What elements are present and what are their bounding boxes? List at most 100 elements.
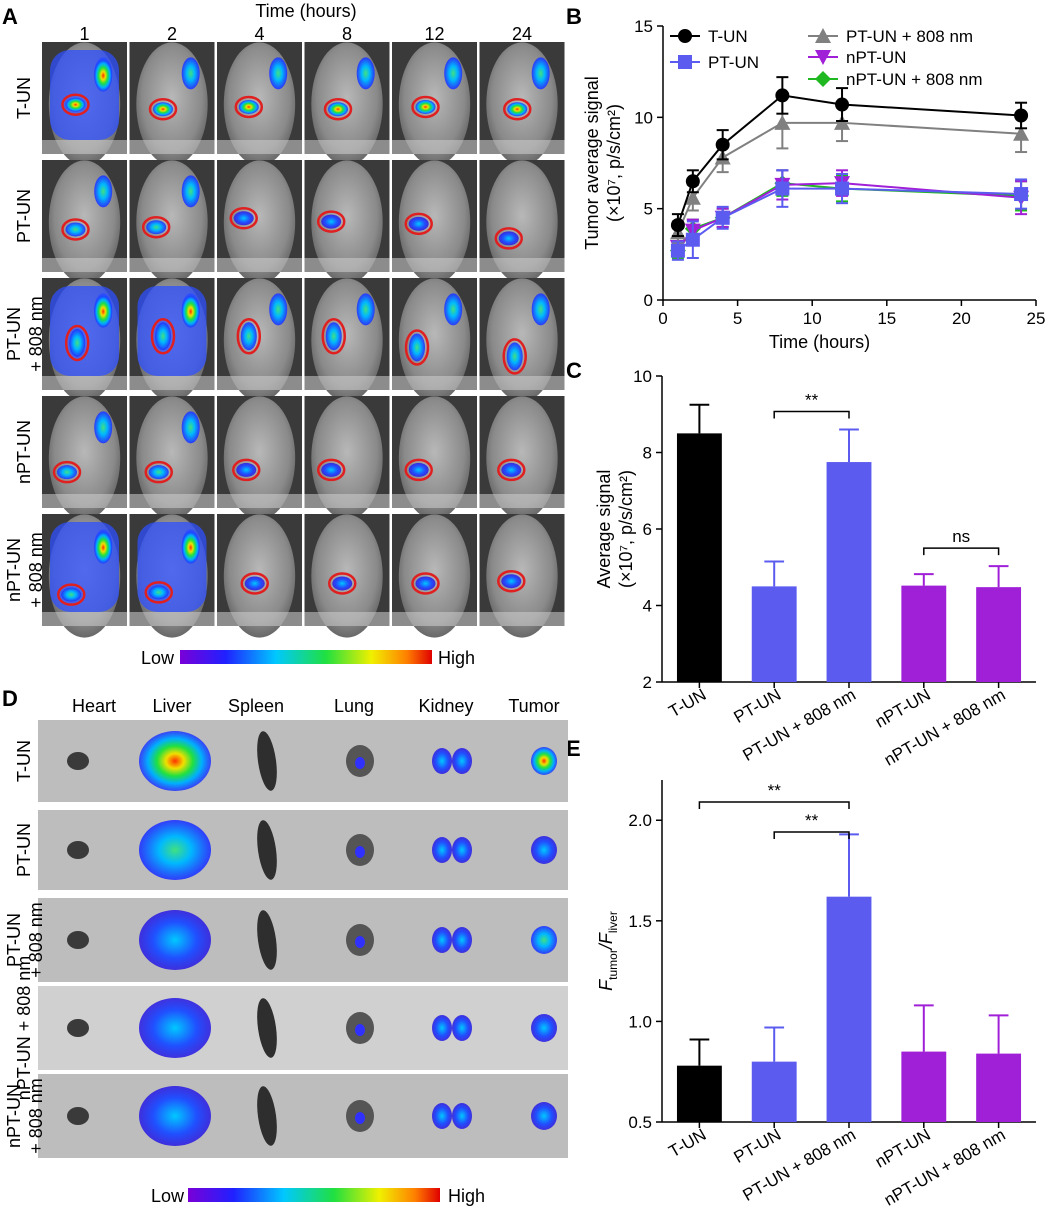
panel-d-organ-imaging: Heart Liver Spleen Lung Kidney Tumor T-UN PT-UN… bbox=[4, 696, 568, 1206]
time-label: 12 bbox=[424, 24, 444, 44]
signal-spot bbox=[531, 293, 550, 326]
organ-row-background bbox=[38, 986, 568, 1070]
x-tick-label: T-UN bbox=[666, 1125, 710, 1161]
tumor-signal bbox=[415, 99, 436, 114]
significance-bracket bbox=[773, 831, 850, 839]
tumor-roi-circle bbox=[144, 581, 173, 604]
legend-label: PT-UN bbox=[708, 53, 759, 72]
tumor-signal bbox=[498, 231, 519, 246]
tumor-roi-circle bbox=[141, 215, 171, 239]
mouse-body bbox=[311, 396, 383, 520]
significance-label: ns bbox=[952, 527, 970, 546]
organ-row bbox=[38, 986, 568, 1070]
bar bbox=[751, 1061, 797, 1122]
tumor-signal bbox=[236, 462, 257, 477]
significance-bracket bbox=[923, 547, 1000, 556]
significance-bracket bbox=[698, 801, 850, 809]
fur-band bbox=[304, 376, 390, 390]
x-tick-label: nPT-UN bbox=[872, 1125, 934, 1172]
kidney-organ-right bbox=[452, 1015, 472, 1041]
row-label-line: nPT-UN bbox=[4, 1084, 24, 1148]
y-tick-label: 8 bbox=[643, 444, 652, 463]
row-label-line: T-UN bbox=[14, 740, 34, 782]
mouse-body bbox=[223, 396, 296, 520]
y-tick-label: 1.5 bbox=[628, 912, 652, 931]
signal-spot bbox=[181, 295, 200, 328]
row-label-line: + 808 nm bbox=[26, 532, 46, 608]
fur-band bbox=[129, 612, 215, 626]
significance-label: ** bbox=[768, 781, 782, 800]
tumor-roi-circle bbox=[236, 317, 262, 355]
mouse-image-tile bbox=[217, 396, 302, 520]
mouse-image-tile bbox=[42, 278, 127, 402]
kidney-organ-left bbox=[432, 837, 452, 863]
tumor-roi-circle bbox=[321, 317, 346, 355]
data-point bbox=[775, 181, 790, 196]
organ-label: Heart bbox=[72, 696, 116, 716]
row-label-line: + 808 nm bbox=[26, 902, 46, 978]
data-point bbox=[835, 181, 850, 196]
mouse-image-tile bbox=[304, 514, 390, 638]
tumor-signal bbox=[408, 462, 429, 477]
mouse-body bbox=[311, 514, 383, 638]
mouse-image-tile bbox=[304, 396, 390, 520]
mouse-body bbox=[223, 514, 296, 638]
panel-letter-a: A bbox=[2, 4, 18, 29]
tumor-roi-circle bbox=[411, 95, 440, 119]
time-label: 4 bbox=[254, 24, 264, 44]
fur-band bbox=[392, 258, 477, 272]
liver-organ bbox=[139, 910, 211, 970]
legend-label: T-UN bbox=[708, 27, 748, 46]
y-tick-label: 0 bbox=[644, 291, 653, 310]
data-point bbox=[684, 189, 701, 205]
fur-band bbox=[129, 140, 215, 154]
tumor-roi-circle bbox=[61, 93, 90, 116]
spleen-organ bbox=[257, 731, 277, 791]
mouse-image-tile bbox=[42, 514, 127, 638]
mouse-image-tile bbox=[304, 278, 390, 402]
bar bbox=[676, 433, 722, 682]
data-point bbox=[815, 50, 831, 65]
tumor-signal bbox=[415, 576, 436, 591]
tumor-roi-circle bbox=[61, 218, 90, 241]
organ-row-background bbox=[38, 898, 568, 982]
mouse-image-tile bbox=[42, 42, 127, 166]
color-scale-bar bbox=[180, 650, 432, 664]
tumor-signal bbox=[244, 576, 265, 591]
row-label-line: PT-UN bbox=[14, 189, 34, 243]
row-label-a: PT-UN bbox=[14, 189, 34, 243]
y-axis-title-line: Tumor average signal bbox=[582, 76, 602, 249]
x-tick-label: T-UN bbox=[666, 685, 710, 721]
x-tick-label: 25 bbox=[1027, 309, 1046, 328]
fur-band bbox=[479, 376, 565, 390]
fur-band bbox=[392, 612, 477, 626]
lung-signal bbox=[355, 1112, 365, 1124]
bar bbox=[901, 1051, 947, 1122]
tumor-organ bbox=[531, 1014, 557, 1042]
data-point bbox=[715, 210, 730, 225]
x-tick-label: 10 bbox=[803, 309, 822, 328]
signal-spot bbox=[181, 175, 200, 208]
fur-band bbox=[304, 494, 390, 508]
tumor-signal bbox=[238, 99, 259, 114]
row-label-line: T-UN bbox=[14, 77, 34, 119]
organ-row-background bbox=[38, 1074, 568, 1158]
tumor-signal bbox=[408, 216, 429, 231]
data-point bbox=[815, 71, 831, 87]
tumor-roi-circle bbox=[494, 227, 523, 250]
fur-band bbox=[304, 140, 390, 154]
spleen-organ bbox=[257, 1086, 277, 1146]
fur-band bbox=[392, 494, 477, 508]
bar bbox=[826, 462, 872, 682]
fur-band bbox=[129, 258, 215, 272]
scale-low-label: Low bbox=[151, 1186, 185, 1206]
scale-high-label: High bbox=[438, 648, 475, 668]
row-label-d: PT-UN + 808 nm bbox=[4, 902, 46, 978]
row-label-d: PT-UN bbox=[14, 823, 34, 877]
data-point bbox=[815, 28, 831, 43]
bar bbox=[826, 896, 872, 1122]
row-label-a: nPT-UN + 808 nm bbox=[4, 532, 46, 608]
fur-band bbox=[392, 376, 477, 390]
